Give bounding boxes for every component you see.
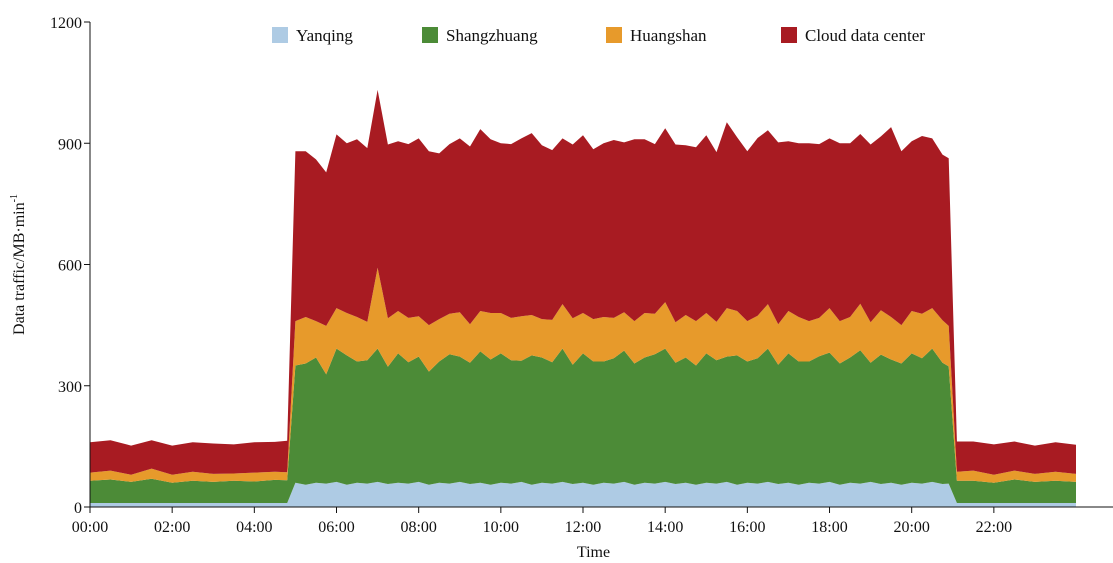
legend-item-yanqing: Yanqing [272, 26, 353, 45]
x-tick-label: 20:00 [893, 519, 929, 536]
x-tick-label: 04:00 [236, 519, 272, 536]
legend-swatch [422, 27, 438, 43]
x-tick-label: 06:00 [318, 519, 354, 536]
area-series-cloud-data-center [90, 89, 1076, 475]
legend-item-cloud-data-center: Cloud data center [781, 26, 925, 45]
legend-item-shangzhuang: Shangzhuang [422, 26, 538, 45]
y-tick-label: 600 [58, 258, 82, 275]
y-axis-title: Data traffic/MB·min-1 [9, 194, 28, 335]
x-tick-label: 18:00 [811, 519, 847, 536]
legend-item-huangshan: Huangshan [606, 26, 707, 45]
x-tick-label: 22:00 [976, 519, 1012, 536]
area-series-yanqing [90, 481, 1076, 507]
legend-label: Yanqing [296, 26, 353, 45]
legend-label: Cloud data center [805, 26, 925, 45]
y-tick-label: 300 [58, 379, 82, 396]
area-series-huangshan [90, 267, 1076, 483]
legend-label: Shangzhuang [446, 26, 538, 45]
y-axis-title-superscript: -1 [9, 194, 20, 202]
y-tick-label: 0 [74, 500, 82, 517]
y-ticks: 0 300 600 900 1200 [50, 15, 90, 517]
y-axis-title-main: Data traffic/MB·min [11, 202, 28, 335]
x-tick-label: 00:00 [72, 519, 108, 536]
area-series-group [90, 89, 1076, 507]
legend-swatch [781, 27, 797, 43]
x-tick-label: 12:00 [565, 519, 601, 536]
x-ticks: 00:00 02:00 04:00 06:00 08:00 10:00 12:00 14:00… [72, 507, 1012, 536]
y-tick-label: 900 [58, 136, 82, 153]
x-axis-title: Time [577, 544, 610, 561]
x-tick-label: 14:00 [647, 519, 683, 536]
legend-label: Huangshan [630, 26, 707, 45]
area-series-shangzhuang [90, 348, 1076, 503]
axes: 0 300 600 900 1200 00:00 02:00 04:00 06:00 08:00… [50, 15, 1113, 536]
legend: Yanqing Shangzhuang Huangshan Cloud data ce… [272, 26, 925, 45]
y-tick-label: 1200 [50, 15, 82, 32]
legend-swatch [606, 27, 622, 43]
x-tick-label: 16:00 [729, 519, 765, 536]
x-tick-label: 10:00 [483, 519, 519, 536]
x-tick-label: 08:00 [400, 519, 436, 536]
legend-swatch [272, 27, 288, 43]
x-tick-label: 02:00 [154, 519, 190, 536]
